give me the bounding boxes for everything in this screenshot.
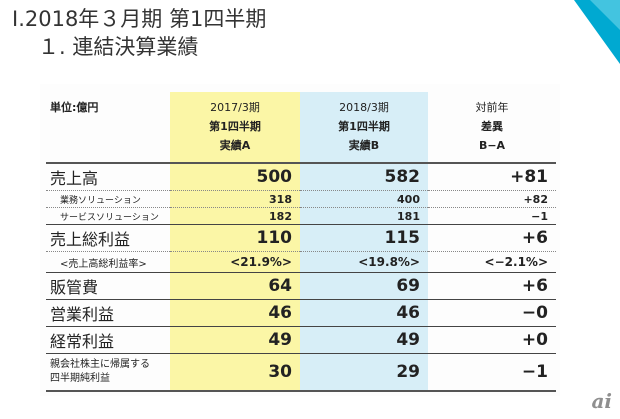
unit-label: 単位:億円	[46, 92, 170, 164]
row-label: 経常利益	[46, 326, 170, 354]
value-a: 49	[170, 326, 300, 354]
page-title: Ⅰ.2018年３月期 第1四半期	[12, 7, 267, 31]
row-label: サービスソリューション	[46, 207, 170, 225]
value-b: 29	[300, 353, 428, 392]
row-label: 業務ソリューション	[46, 190, 170, 208]
table-row: 営業利益 46 46 −0	[46, 299, 556, 327]
row-label: 営業利益	[46, 299, 170, 327]
table-row: <売上高総利益率> <21.9%> <19.8%> <−2.1%>	[46, 251, 556, 273]
value-b: 115	[300, 224, 428, 252]
value-diff: +81	[428, 163, 556, 191]
results-table: 単位:億円 2017/3期 第1四半期 実績A 2018/3期 第1四半期 実績…	[46, 92, 556, 392]
table-row: 売上高 500 582 +81	[46, 163, 556, 191]
row-label: 親会社株主に帰属する 四半期純利益	[46, 353, 170, 392]
value-a: <21.9%>	[170, 251, 300, 273]
table-header-row: 単位:億円 2017/3期 第1四半期 実績A 2018/3期 第1四半期 実績…	[46, 92, 556, 164]
value-diff: −0	[428, 299, 556, 327]
value-a: 46	[170, 299, 300, 327]
value-a: 30	[170, 353, 300, 392]
table-row: 業務ソリューション 318 400 +82	[46, 190, 556, 208]
value-a: 500	[170, 163, 300, 191]
row-label: 売上高	[46, 163, 170, 191]
table-row: 経常利益 49 49 +0	[46, 326, 556, 354]
value-b: 582	[300, 163, 428, 191]
column-header-difference: 対前年 差異 B−A	[428, 92, 556, 164]
page-subtitle: １. 連結決算業績	[38, 35, 199, 59]
column-header-prev-year: 2017/3期 第1四半期 実績A	[170, 92, 300, 164]
table-row: 販管費 64 69 +6	[46, 272, 556, 300]
value-diff: −1	[428, 207, 556, 225]
value-b: 400	[300, 190, 428, 208]
table-row: 親会社株主に帰属する 四半期純利益 30 29 −1	[46, 353, 556, 392]
column-header-current-year: 2018/3期 第1四半期 実績B	[300, 92, 428, 164]
row-label: <売上高総利益率>	[46, 251, 170, 273]
value-b: <19.8%>	[300, 251, 428, 273]
value-b: 46	[300, 299, 428, 327]
value-a: 182	[170, 207, 300, 225]
value-diff: +82	[428, 190, 556, 208]
value-diff: +6	[428, 272, 556, 300]
value-b: 49	[300, 326, 428, 354]
value-diff: −1	[428, 353, 556, 392]
row-label: 販管費	[46, 272, 170, 300]
itmedia-ai-logo: ai	[591, 389, 612, 413]
table-row: 売上総利益 110 115 +6	[46, 224, 556, 252]
value-b: 69	[300, 272, 428, 300]
row-label: 売上総利益	[46, 224, 170, 252]
value-b: 181	[300, 207, 428, 225]
value-diff: +0	[428, 326, 556, 354]
value-a: 318	[170, 190, 300, 208]
table-row: サービスソリューション 182 181 −1	[46, 207, 556, 225]
value-diff: <−2.1%>	[428, 251, 556, 273]
value-a: 64	[170, 272, 300, 300]
corner-accent-shape	[574, 0, 620, 64]
value-diff: +6	[428, 224, 556, 252]
value-a: 110	[170, 224, 300, 252]
